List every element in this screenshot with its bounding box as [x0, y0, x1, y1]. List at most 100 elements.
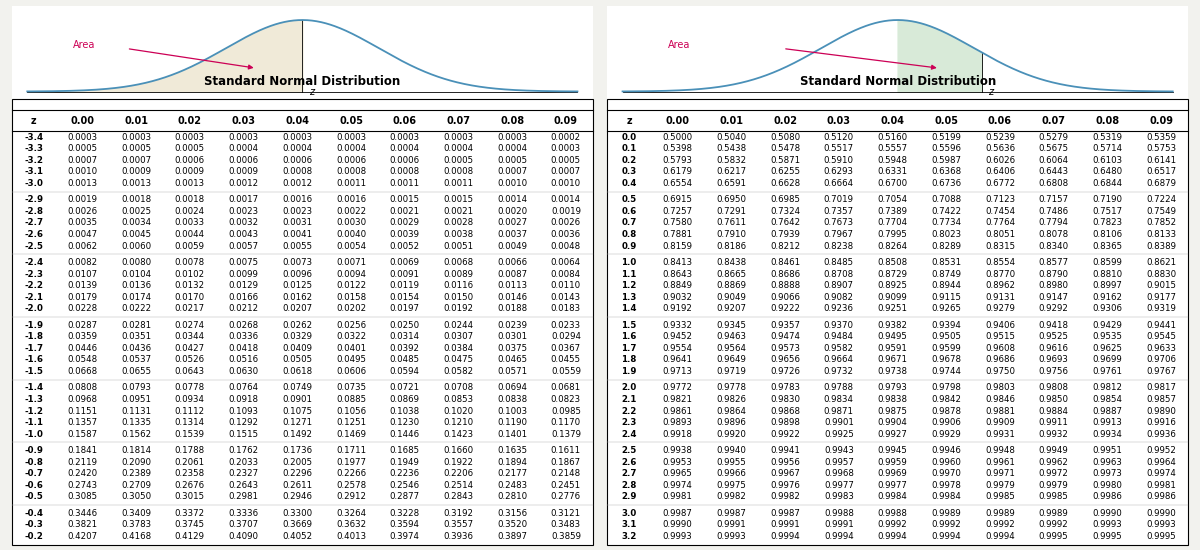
Text: 0.8078: 0.8078: [1039, 230, 1069, 239]
Text: 2.7: 2.7: [622, 469, 637, 478]
Text: 0.9608: 0.9608: [985, 344, 1015, 353]
Text: 0.0139: 0.0139: [67, 281, 97, 290]
Text: 2.5: 2.5: [622, 446, 637, 455]
Text: 0.1611: 0.1611: [551, 446, 581, 455]
Text: 0.9418: 0.9418: [1039, 321, 1069, 329]
Text: 0.8810: 0.8810: [1092, 270, 1122, 278]
Text: 2.4: 2.4: [622, 430, 637, 439]
Text: 0.8289: 0.8289: [931, 241, 961, 251]
Text: 0.0102: 0.0102: [175, 270, 205, 278]
Text: 0.0003: 0.0003: [497, 133, 527, 141]
Text: 0.8340: 0.8340: [1039, 241, 1069, 251]
Text: 0.2546: 0.2546: [390, 481, 420, 490]
Text: 0.07: 0.07: [446, 116, 470, 125]
Text: 0.9968: 0.9968: [824, 469, 853, 478]
Text: 0.0005: 0.0005: [67, 144, 97, 153]
Text: 0.0322: 0.0322: [336, 332, 366, 341]
Text: 0.8980: 0.8980: [1039, 281, 1069, 290]
Text: -2.2: -2.2: [24, 281, 43, 290]
Text: -1.7: -1.7: [24, 344, 43, 353]
Text: 2.0: 2.0: [622, 383, 637, 392]
Text: 0.0049: 0.0049: [497, 241, 527, 251]
Text: 0.7: 0.7: [622, 218, 637, 228]
Text: z: z: [989, 87, 994, 97]
Text: 0.9927: 0.9927: [877, 430, 907, 439]
Text: 0.9744: 0.9744: [931, 367, 961, 376]
Text: 0.9279: 0.9279: [985, 304, 1015, 314]
Text: 0.0003: 0.0003: [121, 133, 151, 141]
Text: 0.0008: 0.0008: [443, 167, 474, 177]
Text: 0.0084: 0.0084: [551, 270, 581, 278]
Text: 0.0003: 0.0003: [228, 133, 259, 141]
Text: 0.0505: 0.0505: [282, 355, 312, 365]
Text: 0.1841: 0.1841: [67, 446, 97, 455]
Text: 0.0003: 0.0003: [443, 133, 474, 141]
Text: 0.0594: 0.0594: [390, 367, 420, 376]
Text: 0.9986: 0.9986: [1146, 492, 1176, 502]
Text: 0.0808: 0.0808: [67, 383, 97, 392]
Text: 0.9988: 0.9988: [824, 509, 853, 518]
Text: 0.8729: 0.8729: [877, 270, 907, 278]
Text: Area: Area: [73, 40, 96, 50]
Text: 0.6844: 0.6844: [1092, 179, 1122, 188]
Text: 0.4: 0.4: [622, 179, 637, 188]
Text: 0.9993: 0.9993: [1146, 520, 1176, 529]
Text: 0.9978: 0.9978: [931, 481, 961, 490]
Text: 0.0006: 0.0006: [336, 156, 366, 165]
Text: 0.0107: 0.0107: [67, 270, 97, 278]
Text: 0.8531: 0.8531: [931, 258, 961, 267]
Text: 0.1314: 0.1314: [175, 418, 205, 427]
Text: 0.2236: 0.2236: [390, 469, 420, 478]
Text: 3.1: 3.1: [622, 520, 637, 529]
Text: 0.0475: 0.0475: [443, 355, 474, 365]
Text: 0.1515: 0.1515: [228, 430, 259, 439]
Text: 0.0694: 0.0694: [497, 383, 527, 392]
Text: 0.9441: 0.9441: [1146, 321, 1176, 329]
Text: 0.0392: 0.0392: [390, 344, 420, 353]
Text: 0.0008: 0.0008: [282, 167, 312, 177]
Text: 0.0004: 0.0004: [497, 144, 527, 153]
Text: 0.05: 0.05: [935, 116, 959, 125]
Text: 0.6950: 0.6950: [716, 195, 746, 204]
Text: z: z: [626, 116, 632, 125]
Text: 0.7019: 0.7019: [824, 195, 854, 204]
Text: 0.9966: 0.9966: [716, 469, 746, 478]
Text: 0.3745: 0.3745: [175, 520, 205, 529]
Text: 0.9985: 0.9985: [985, 492, 1015, 502]
Text: 0.6985: 0.6985: [770, 195, 800, 204]
Text: 0.1335: 0.1335: [121, 418, 151, 427]
Text: 0.7291: 0.7291: [716, 207, 746, 216]
Text: 0.7157: 0.7157: [1039, 195, 1069, 204]
Text: 0.9812: 0.9812: [1092, 383, 1122, 392]
Text: 0.0409: 0.0409: [282, 344, 312, 353]
Text: 0.9963: 0.9963: [1092, 458, 1122, 466]
Text: 0.0122: 0.0122: [336, 281, 366, 290]
Text: 0.0012: 0.0012: [228, 179, 259, 188]
Text: 1.0: 1.0: [622, 258, 637, 267]
Text: 0.0007: 0.0007: [67, 156, 97, 165]
Text: 0.9875: 0.9875: [877, 406, 907, 416]
Text: 0.1271: 0.1271: [282, 418, 312, 427]
Text: 0.9982: 0.9982: [716, 492, 746, 502]
Text: 0.2709: 0.2709: [121, 481, 151, 490]
Text: 0.0023: 0.0023: [282, 207, 312, 216]
Text: 0.0294: 0.0294: [551, 332, 581, 341]
Text: 0.0359: 0.0359: [67, 332, 97, 341]
Text: 0.0643: 0.0643: [175, 367, 205, 376]
Text: 0.9177: 0.9177: [1146, 293, 1176, 302]
Text: 0.5675: 0.5675: [1039, 144, 1069, 153]
Text: 0.2061: 0.2061: [175, 458, 205, 466]
Text: 0.9821: 0.9821: [662, 395, 692, 404]
Text: 0.9918: 0.9918: [662, 430, 692, 439]
Text: 0.5910: 0.5910: [824, 156, 854, 165]
Text: 0.0823: 0.0823: [551, 395, 581, 404]
Text: 0.0012: 0.0012: [282, 179, 312, 188]
Text: 0.8577: 0.8577: [1039, 258, 1069, 267]
Text: 0.1685: 0.1685: [390, 446, 420, 455]
Text: 0.9535: 0.9535: [1092, 332, 1122, 341]
Text: 0.0009: 0.0009: [228, 167, 258, 177]
Text: 0.0057: 0.0057: [228, 241, 259, 251]
Text: 0.5557: 0.5557: [877, 144, 907, 153]
Text: 0.2327: 0.2327: [228, 469, 259, 478]
Text: 0.9649: 0.9649: [716, 355, 746, 365]
